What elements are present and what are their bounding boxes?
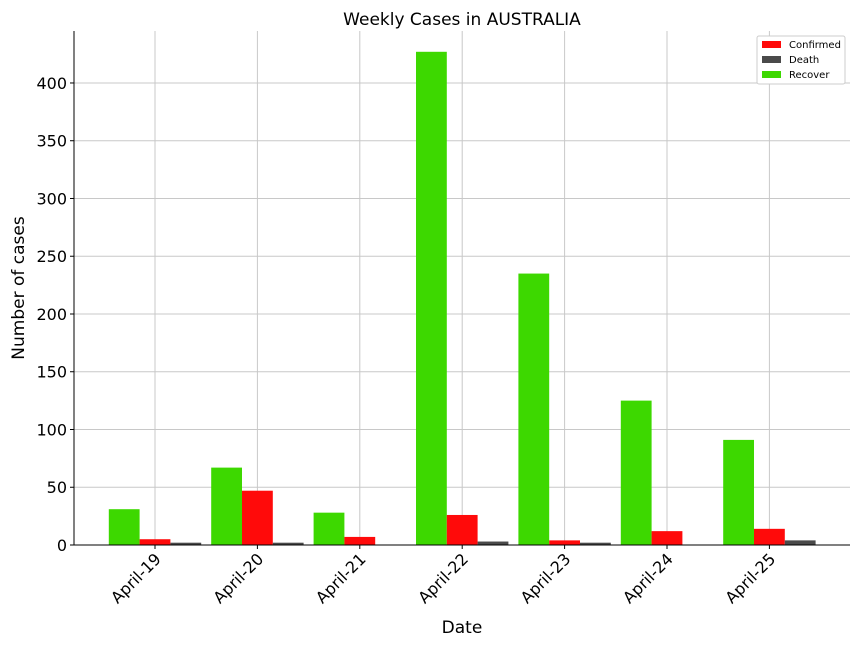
x-tick-label: April-23 (517, 549, 575, 607)
legend-swatch-confirmed (762, 41, 781, 48)
x-tick-label: April-19 (107, 549, 165, 607)
x-ticks: April-19 April-20 April-21 April-22 April-23… (107, 545, 779, 607)
x-tick-label: April-24 (619, 549, 677, 607)
x-axis-label: Date (442, 618, 483, 638)
bar-confirmed-april-21 (344, 536, 376, 545)
bar-recover-april-20 (211, 467, 242, 545)
bar-confirmed-april-19 (139, 539, 171, 545)
legend-label-confirmed: Confirmed (789, 40, 841, 51)
x-tick-label: April-20 (209, 549, 267, 607)
y-axis-label: Number of cases (9, 216, 29, 360)
bar-confirmed-april-24 (651, 531, 683, 545)
bars (108, 51, 816, 545)
y-tick-label: 150 (36, 363, 67, 382)
bar-confirmed-april-25 (754, 528, 785, 545)
y-tick-label: 100 (36, 420, 67, 439)
x-tick-label: April-21 (312, 549, 370, 607)
y-tick-label: 50 (47, 478, 67, 497)
bar-recover-april-25 (723, 439, 754, 545)
bar-death-april-20 (272, 542, 304, 545)
legend: Confirmed Death Recover (756, 35, 846, 85)
bar-confirmed-april-22 (446, 514, 478, 545)
bar-death-april-19 (170, 542, 202, 545)
bar-recover-april-24 (620, 400, 652, 545)
bar-recover-april-23 (518, 273, 550, 545)
bar-recover-april-21 (313, 512, 345, 545)
y-tick-label: 200 (36, 305, 67, 324)
y-tick-label: 350 (36, 132, 67, 151)
bar-recover-april-22 (416, 51, 447, 545)
legend-label-recover: Recover (789, 70, 830, 81)
grid-lines (74, 31, 850, 546)
bar-recover-april-19 (108, 509, 140, 545)
x-tick-label: April-25 (721, 549, 779, 607)
bar-death-april-25 (784, 540, 816, 545)
legend-swatch-death (762, 56, 781, 63)
y-tick-label: 300 (36, 189, 67, 208)
x-tick-label: April-22 (414, 549, 472, 607)
y-tick-label: 250 (36, 247, 67, 266)
bar-confirmed-april-20 (242, 490, 273, 545)
bar-confirmed-april-23 (549, 540, 580, 545)
bar-death-april-22 (477, 541, 509, 545)
y-tick-label: 0 (57, 536, 67, 555)
chart-title: Weekly Cases in AUSTRALIA (343, 10, 581, 30)
legend-label-death: Death (789, 55, 819, 66)
y-tick-label: 400 (36, 74, 67, 93)
bar-death-april-23 (580, 542, 611, 545)
legend-swatch-recover (762, 71, 781, 78)
y-ticks: 0 50 100 150 200 250 300 350 400 (36, 74, 74, 555)
